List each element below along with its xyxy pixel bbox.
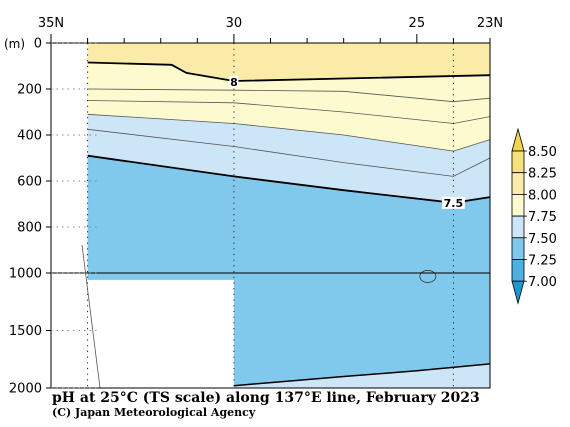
- x-tick-label: 23N: [477, 16, 503, 31]
- y-tick-label: 2000: [9, 382, 42, 397]
- contour-c7-8: [87, 100, 490, 124]
- y-tick-label: 1500: [9, 324, 42, 339]
- chart-title: pH at 25°C (TS scale) along 137°E line, …: [52, 390, 480, 406]
- colorbar-label: 7.25: [528, 254, 557, 269]
- colorbar-label: 7.75: [528, 210, 557, 225]
- colorbar-segment: [511, 259, 525, 282]
- colorbar-bottom-triangle: [511, 280, 525, 305]
- axes: 35N 30 25 23N (m) 0 200 400 600 800 1000 1500 2000: [4, 16, 503, 397]
- no-data-region: [51, 43, 88, 280]
- no-data-region: [51, 279, 234, 388]
- colorbar-segment: [511, 172, 525, 195]
- contour-c7-9: [87, 88, 490, 103]
- contour-label: 7.5: [444, 197, 464, 210]
- colorbar-label: 8.25: [528, 167, 557, 182]
- contour-lines: 87.5: [51, 43, 490, 388]
- colorbar-segment: [511, 193, 525, 217]
- credit-text: (C) Japan Meteorological Agency: [52, 406, 256, 419]
- y-tick-label: 800: [17, 221, 42, 236]
- colorbar-segment: [511, 215, 525, 239]
- leader-line: [81, 244, 101, 388]
- colorbar-label: 7.00: [528, 275, 557, 290]
- y-tick-label: 0: [34, 37, 42, 52]
- colorbar-label: 8.00: [528, 188, 557, 203]
- small-closed-contour: [419, 270, 437, 283]
- colorbar-segment: [511, 150, 525, 174]
- colorbar-label: 7.50: [528, 232, 557, 247]
- contour-c7-7: [87, 128, 490, 177]
- y-unit-label: (m): [4, 37, 25, 51]
- contour-c7-75: [87, 113, 490, 152]
- colorbar: 8.50 8.25 8.00 7.75 7.50 7.25 7.00: [511, 127, 557, 305]
- y-tick-label: 600: [17, 175, 42, 190]
- contour-7-5: [87, 154, 490, 204]
- y-tick-label: 1000: [9, 267, 42, 282]
- band-deep-7-5-7-75: [233, 363, 490, 388]
- colorbar-segment: [511, 237, 525, 260]
- x-tick-label: 35N: [38, 16, 64, 31]
- contour-label-halo: [441, 196, 465, 209]
- y-tick-label: 200: [17, 83, 42, 98]
- contour-7-5-deep: [233, 363, 490, 387]
- x-tick-label: 30: [226, 16, 243, 31]
- y-tick-label: 400: [17, 129, 42, 144]
- colorbar-top-triangle: [511, 127, 525, 152]
- contour-8-0: [87, 61, 490, 82]
- contour-label: 8: [230, 76, 238, 89]
- colorbar-label: 8.50: [528, 145, 557, 160]
- band-above-8-0: [51, 43, 490, 81]
- x-tick-label: 25: [409, 16, 426, 31]
- contour-label-halo: [229, 76, 239, 89]
